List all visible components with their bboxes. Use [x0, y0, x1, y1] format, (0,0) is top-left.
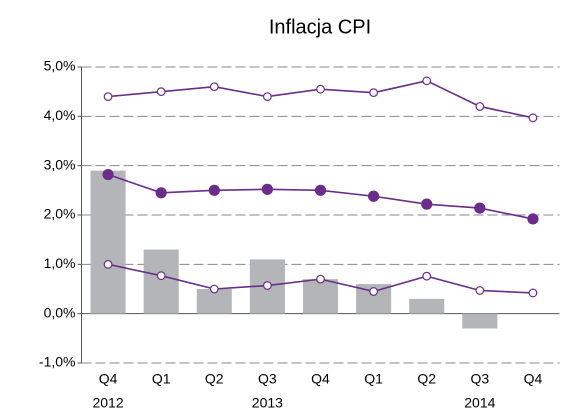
marker [209, 82, 219, 92]
bar [409, 298, 445, 314]
marker [316, 84, 325, 94]
marker [369, 287, 379, 296]
marker [475, 286, 485, 295]
x-tick-label: Q2 [205, 371, 224, 387]
x-group-label: 2014 [464, 395, 495, 411]
x-group-label: 2013 [252, 395, 283, 411]
marker [369, 88, 379, 98]
x-tick-label: Q1 [152, 371, 171, 387]
marker [422, 271, 432, 281]
marker [103, 259, 113, 269]
y-tick-label: 3,0% [44, 156, 76, 172]
chart-title: Inflacja CPI [269, 16, 371, 38]
marker [528, 288, 538, 298]
marker [156, 271, 166, 281]
marker [475, 102, 485, 111]
x-tick-label: Q4 [99, 371, 118, 387]
x-tick-label: Q4 [311, 371, 330, 387]
bar [462, 313, 498, 329]
marker [368, 190, 380, 202]
marker [527, 213, 539, 225]
marker [209, 284, 219, 294]
bar [143, 249, 179, 314]
marker [262, 281, 272, 290]
marker [261, 183, 273, 195]
marker [156, 87, 166, 97]
bar [302, 279, 339, 314]
marker [208, 184, 220, 196]
line [107, 173, 534, 220]
x-tick-label: Q3 [258, 371, 277, 387]
marker [422, 76, 432, 86]
marker [474, 202, 486, 214]
x-group-label: 2012 [92, 395, 123, 411]
marker [528, 113, 538, 123]
y-tick-label: 5,0% [44, 58, 76, 74]
y-tick-label: 4,0% [44, 107, 76, 123]
y-tick-label: -1,0% [39, 354, 76, 370]
marker [103, 92, 113, 101]
bar [90, 170, 126, 314]
x-tick-label: Q3 [470, 371, 489, 387]
marker [421, 198, 433, 210]
x-tick-label: Q2 [417, 371, 436, 387]
marker [102, 168, 114, 181]
marker [262, 92, 272, 101]
y-tick-label: 0,0% [44, 304, 76, 320]
y-tick-label: 2,0% [44, 206, 76, 222]
x-tick-label: Q4 [524, 371, 543, 387]
marker [316, 274, 325, 284]
y-tick-label: 1,0% [44, 255, 76, 271]
marker [314, 184, 327, 196]
x-tick-label: Q1 [364, 371, 383, 387]
marker [155, 187, 167, 199]
